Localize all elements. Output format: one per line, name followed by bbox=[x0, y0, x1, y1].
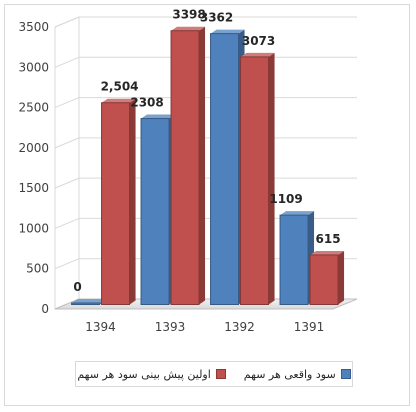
bar-top bbox=[171, 26, 206, 31]
bar-top bbox=[240, 52, 275, 57]
bar-top bbox=[141, 114, 176, 119]
bar-front bbox=[279, 214, 309, 305]
bar-actual-1391 bbox=[279, 211, 315, 305]
bar-front bbox=[71, 302, 101, 305]
y-tick-label: 1000 bbox=[18, 221, 49, 235]
bar-forecast-1391 bbox=[309, 250, 345, 306]
bars bbox=[71, 26, 345, 306]
bar-front bbox=[309, 254, 339, 306]
y-tick-label: 500 bbox=[26, 262, 49, 276]
legend-entry-series-1: سود واقعی هر سهم bbox=[244, 368, 351, 381]
data-label: 1109 bbox=[269, 192, 302, 206]
bar-actual-1394 bbox=[71, 299, 106, 305]
gridline-side bbox=[54, 137, 80, 149]
x-tick-label: 1391 bbox=[294, 320, 325, 334]
data-label: 3073 bbox=[242, 34, 275, 48]
data-label: 615 bbox=[316, 232, 341, 246]
data-label: 3362 bbox=[200, 11, 233, 25]
gridline-side bbox=[54, 16, 80, 28]
bar-forecast-1392 bbox=[240, 52, 275, 305]
bar-top bbox=[280, 211, 315, 216]
bar-side bbox=[268, 52, 275, 305]
data-label: 2308 bbox=[130, 96, 163, 110]
bar-top bbox=[210, 29, 245, 34]
gridline-side bbox=[54, 97, 80, 109]
bar-top bbox=[310, 250, 345, 255]
y-axis-ticks: 0 500 1000 1500 2000 2500 3000 3500 bbox=[18, 20, 49, 316]
legend-swatch-red bbox=[215, 369, 226, 379]
bar-front bbox=[101, 102, 131, 305]
chart-area: 0 500 1000 1500 2000 2500 3000 3500 0 2,504 2308 3… bbox=[4, 4, 410, 406]
y-tick-label: 1500 bbox=[18, 181, 49, 195]
legend-swatch-blue bbox=[340, 369, 351, 379]
bar-forecast-1394 bbox=[101, 98, 136, 305]
y-tick-label: 2500 bbox=[18, 101, 49, 115]
bar-front bbox=[240, 56, 270, 305]
x-tick-label: 1394 bbox=[85, 320, 116, 334]
bar-front bbox=[210, 33, 240, 305]
side-wall bbox=[54, 16, 80, 310]
y-tick-label: 2000 bbox=[18, 141, 49, 155]
y-tick-label: 3000 bbox=[18, 60, 49, 74]
gridline-side bbox=[54, 177, 80, 189]
bar-front bbox=[170, 30, 200, 305]
bar-top bbox=[101, 98, 136, 103]
data-label: 0 bbox=[73, 280, 81, 294]
bar-actual-1392 bbox=[210, 29, 245, 305]
legend: سود واقعی هر سهم اولین پیش بینی سود هر س… bbox=[75, 361, 353, 387]
x-axis-ticks: 1394 1393 1392 1391 bbox=[85, 320, 324, 334]
gridline-side bbox=[54, 56, 80, 68]
data-label: 2,504 bbox=[101, 80, 139, 94]
bar-side bbox=[129, 98, 136, 305]
bar-front bbox=[140, 118, 170, 306]
x-tick-label: 1392 bbox=[224, 320, 255, 334]
legend-label-series-2: اولین پیش بینی سود هر سهم bbox=[77, 367, 211, 381]
bar-side bbox=[199, 26, 206, 305]
bar-chart: 0 500 1000 1500 2000 2500 3000 3500 0 2,504 2308 3… bbox=[18, 8, 358, 334]
x-tick-label: 1393 bbox=[155, 320, 186, 334]
data-label: 3398 bbox=[172, 8, 205, 22]
bar-top bbox=[71, 299, 106, 303]
bar-actual-1393 bbox=[140, 114, 176, 306]
bar-forecast-1393 bbox=[170, 26, 206, 305]
y-tick-label: 0 bbox=[41, 302, 49, 316]
legend-label-series-1: سود واقعی هر سهم bbox=[243, 367, 336, 381]
y-tick-label: 3500 bbox=[18, 20, 49, 34]
bar-side bbox=[338, 250, 345, 305]
gridline-side bbox=[54, 217, 80, 229]
legend-entry-series-2: اولین پیش بینی سود هر سهم bbox=[77, 367, 226, 381]
gridline-side bbox=[54, 258, 80, 270]
